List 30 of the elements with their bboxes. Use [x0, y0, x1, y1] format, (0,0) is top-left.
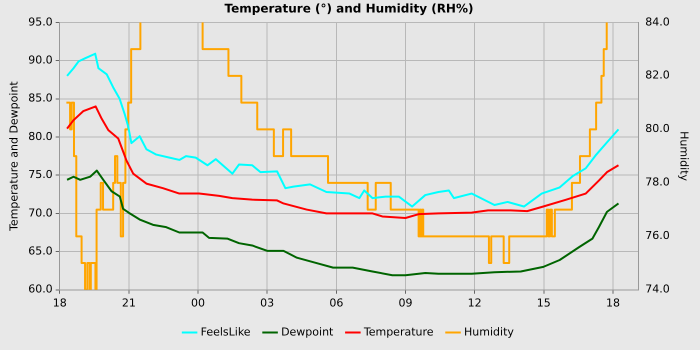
legend-label: FeelsLike	[200, 325, 251, 338]
x-tick-label: 00	[191, 296, 206, 310]
x-tick-label: 06	[329, 296, 344, 310]
x-tick-label: 09	[398, 296, 412, 310]
y-tick-label: 85.0	[28, 92, 53, 105]
y-tick-label: 60.0	[28, 282, 53, 296]
y-tick-label: 65.0	[28, 244, 53, 258]
legend-label: Humidity	[464, 325, 514, 338]
y-axis-title: Temperature and Dewpoint	[7, 80, 20, 232]
y-tick-label: 80.0	[28, 130, 53, 143]
legend-label: Temperature	[362, 325, 434, 338]
x-tick-label: 15	[536, 296, 551, 310]
y2-tick-label: 84.0	[645, 15, 670, 28]
chart-title: Temperature (°) and Humidity (RH%)	[224, 1, 474, 16]
x-tick-label: 21	[122, 296, 136, 310]
y2-tick-label: 82.0	[645, 68, 670, 82]
y-tick-label: 90.0	[28, 53, 53, 66]
y2-axis-title: Humidity	[678, 131, 691, 182]
x-tick-label: 18	[52, 296, 67, 310]
y2-tick-label: 74.0	[645, 282, 670, 296]
legend-label: Dewpoint	[281, 325, 334, 338]
y2-tick-label: 76.0	[645, 229, 670, 242]
y2-tick-label: 78.0	[645, 176, 670, 189]
y2-tick-label: 80.0	[645, 122, 670, 136]
y-tick-label: 95.0	[28, 15, 53, 28]
y-tick-label: 70.0	[28, 206, 53, 220]
x-tick-label: 03	[260, 296, 274, 310]
x-tick-label: 12	[468, 296, 482, 310]
y-tick-label: 75.0	[28, 168, 53, 182]
x-tick-label: 18	[606, 296, 620, 310]
